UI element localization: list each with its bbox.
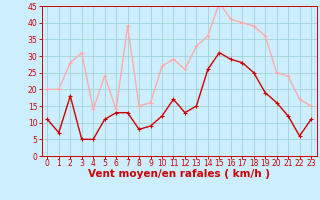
X-axis label: Vent moyen/en rafales ( km/h ): Vent moyen/en rafales ( km/h ) (88, 169, 270, 179)
